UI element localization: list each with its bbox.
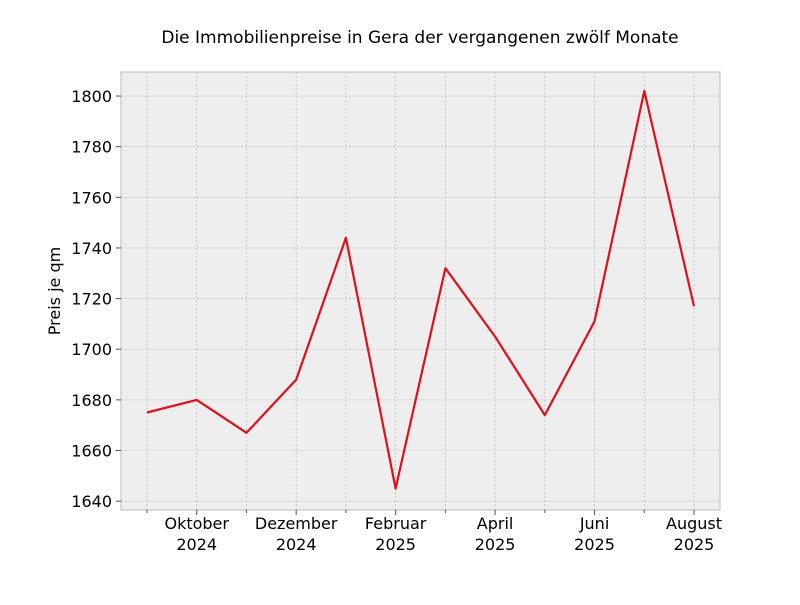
y-tick-label: 1640	[71, 492, 112, 511]
x-tick-label-year: 2024	[276, 535, 317, 554]
y-tick-label: 1660	[71, 442, 112, 461]
chart-title: Die Immobilienpreise in Gera der vergang…	[161, 28, 678, 48]
x-tick-label-year: 2025	[475, 535, 516, 554]
y-tick-label: 1760	[71, 188, 112, 207]
x-tick-label-month: August	[666, 514, 722, 533]
x-tick-label-year: 2025	[375, 535, 416, 554]
y-tick-label: 1720	[71, 290, 112, 309]
x-tick-label-month: Juni	[579, 514, 609, 533]
x-tick-label-month: Oktober	[164, 514, 229, 533]
y-axis-label: Preis je qm	[45, 247, 64, 335]
x-tick-label-month: Februar	[365, 514, 427, 533]
y-tick-label: 1700	[71, 340, 112, 359]
x-tick-label-month: Dezember	[255, 514, 338, 533]
x-tick-label-month: April	[477, 514, 514, 533]
y-tick-label: 1800	[71, 87, 112, 106]
x-tick-label-year: 2025	[674, 535, 715, 554]
plot-area	[121, 72, 720, 510]
y-tick-label: 1740	[71, 239, 112, 258]
x-tick-label-year: 2025	[574, 535, 615, 554]
y-tick-label: 1780	[71, 138, 112, 157]
y-tick-label: 1680	[71, 391, 112, 410]
x-tick-label-year: 2024	[176, 535, 217, 554]
